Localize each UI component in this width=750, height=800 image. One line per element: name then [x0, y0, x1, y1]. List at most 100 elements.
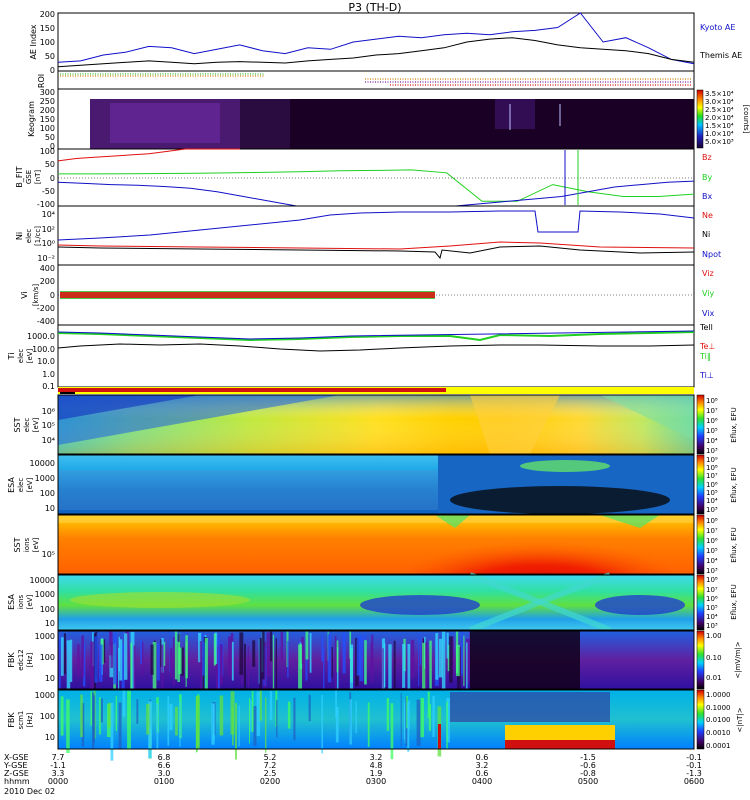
bfield-ylabel: B_FIT — [15, 166, 24, 187]
bfield-tick: 0 — [50, 174, 55, 183]
xaxis-hhmm-tick: 0600 — [684, 777, 704, 786]
keogram-tick: 50 — [45, 133, 55, 142]
xaxis-y-gse-value: 6.6 — [158, 761, 171, 770]
temperature-tick: 100.0 — [32, 345, 55, 354]
xaxis-x-gse-value: 3.2 — [370, 753, 383, 762]
fbk-scm-cb-tick: 0.0100 — [706, 716, 731, 724]
esa-elec-cb-tick: 10⁶ — [706, 481, 718, 489]
sst-elec-tick: 10⁴ — [42, 436, 55, 445]
panel-ae: AE Index 200 150 100 50 0 Kyoto AE Themi… — [29, 10, 742, 75]
density-legend-ni: Ni — [702, 230, 710, 239]
sst-ions-cb-tick: 10⁴ — [706, 557, 718, 565]
panel-fbk-edc: FBK edc12 [Hz] 1000 100 10 1.00 0.10 0.0… — [7, 630, 742, 701]
esa-ions-cb-tick: 10⁷ — [706, 586, 718, 594]
sst-ions-unit: [eV] — [32, 537, 40, 552]
esa-elec-cb-tick: 10⁵ — [706, 489, 718, 497]
sst-ions-cb-tick: 10³ — [706, 567, 718, 575]
ae-tick: 0 — [50, 66, 55, 75]
sst-ions-ylabel: SST — [13, 537, 22, 552]
fbk-edc-tick: 10 — [45, 674, 55, 683]
sst-ions-tick: 10⁵ — [42, 550, 55, 559]
temperature-legend-tell: Tell — [699, 323, 713, 332]
fbk-edc-cb-label: <|mV/m|> — [734, 641, 742, 678]
fbk-edc-tick: 1000 — [35, 632, 55, 641]
xaxis-hhmm-tick: 0300 — [366, 777, 386, 786]
sst-elec-ylabel: SST — [13, 417, 22, 432]
keogram-cb-tick: 2.0×10⁴ — [705, 114, 734, 122]
fbk-edc-cb-tick: 1.00 — [706, 632, 722, 640]
bfield-tick: 50 — [45, 160, 55, 169]
keogram-cb-tick: 2.5×10⁴ — [705, 106, 734, 114]
temperature-tick: 1000.0 — [27, 332, 55, 341]
temperature-unit: [eV] — [26, 348, 34, 363]
ae-themis-line — [57, 37, 695, 68]
fbk-scm-cb-tick: 0.0001 — [706, 742, 731, 750]
esa-ions-cb-tick: 10⁵ — [706, 604, 718, 612]
xaxis-row-label-z: Z-GSE — [4, 769, 29, 778]
xaxis-y-gse-value: 3.2 — [476, 761, 489, 770]
keogram-colorbar — [696, 89, 704, 149]
esa-ions-colorbar — [696, 574, 705, 631]
temperature-ylabel2: elec — [17, 349, 25, 364]
esa-ions-cb-tick: 10⁴ — [706, 613, 718, 621]
xaxis-date: 2010 Dec 02 — [4, 787, 55, 796]
sst-elec-cb-tick: 10³ — [706, 447, 718, 455]
sst-elec-colorbar — [696, 394, 705, 455]
esa-elec-unit: [eV] — [26, 477, 34, 492]
xaxis-x-gse-value: -1.5 — [580, 753, 596, 762]
fbk-edc-cb-tick: 0.10 — [706, 654, 722, 662]
xaxis-hhmm-tick: 0100 — [154, 777, 174, 786]
esa-ions-cb-tick: 10³ — [706, 622, 718, 630]
esa-ions-cb-tick: 10⁶ — [706, 595, 718, 603]
esa-elec-tick: 100 — [40, 489, 55, 498]
panel-temperature: Ti elec [eV] 1000.0 100.0 10.0 1.0 0.1 T… — [7, 323, 715, 391]
xaxis-x-gse-value: 6.8 — [158, 753, 171, 762]
ae-tick: 50 — [45, 52, 55, 61]
xaxis-row-label-x: X-GSE — [4, 753, 29, 762]
xaxis-y-gse-value: -0.1 — [686, 761, 702, 770]
sst-elec-cb-tick: 10⁷ — [706, 407, 718, 415]
sst-ions-cb-tick: 10⁶ — [706, 537, 718, 545]
esa-ions-tick: 1000 — [35, 590, 55, 599]
fbk-scm-tick: 10 — [45, 733, 55, 742]
fbk-scm-cb-tick: 0.1000 — [706, 704, 731, 712]
fbk-scm-cb-tick: 0.0010 — [706, 729, 731, 737]
bfield-tick: -100 — [37, 200, 55, 209]
velocity-legend-viy: Viy — [702, 289, 715, 298]
keogram-cb-tick: 3.5×10⁴ — [705, 90, 734, 98]
temperature-ylabel: Ti — [7, 353, 16, 361]
xaxis-z-gse-value: 3.3 — [52, 769, 65, 778]
keogram-cb-tick: 1.5×10⁴ — [705, 122, 734, 130]
sst-elec-cb-label: Eflux, EFU — [730, 407, 738, 442]
fbk-edc-ylabel: FBK — [7, 652, 16, 668]
bfield-unit: [nT] — [34, 170, 42, 184]
keogram-tick: 250 — [40, 97, 55, 106]
xaxis-row-label-y: Y-GSE — [3, 761, 27, 770]
panel-esa-elec: ESA elec [eV] 10000 1000 100 10 10⁹ 10⁸ … — [7, 454, 738, 515]
density-unit: [1/cc] — [34, 226, 42, 246]
esa-elec-colorbar — [696, 454, 705, 515]
panel-sst-elec: SST elec [eV] 10⁶ 10⁵ 10⁴ 10⁸ 10⁷ 10⁶ 10… — [13, 394, 738, 455]
fbk-scm-cb-label: <|nT|> — [736, 707, 744, 732]
temperature-tick: 10.0 — [37, 357, 55, 366]
panel-esa-ions: ESA ions [eV] 10000 1000 100 10 10⁸ 10⁷ … — [7, 572, 738, 633]
xaxis-y-gse-value: -0.6 — [580, 761, 596, 770]
esa-elec-tick: 10 — [45, 504, 55, 513]
keogram-tick: 100 — [40, 124, 55, 133]
fbk-scm-ylabel: FBK — [7, 712, 16, 728]
density-tick: 10² — [42, 225, 55, 234]
panel-roi: ROI — [37, 70, 695, 90]
sst-elec-tick: 10⁵ — [42, 421, 55, 430]
bfield-tick: -50 — [42, 187, 55, 196]
velocity-tick: -200 — [37, 304, 55, 313]
sst-elec-cb-tick: 10⁴ — [706, 437, 718, 445]
xaxis-y-gse-value: -1.1 — [50, 761, 66, 770]
fbk-edc-colorbar — [696, 630, 705, 690]
keogram-ylabel: Keogram — [27, 101, 36, 137]
esa-elec-tick: 10000 — [30, 459, 55, 468]
velocity-unit: [km/s] — [32, 284, 40, 307]
temperature-legend-tiperp: Ti⊥ — [699, 371, 714, 380]
esa-ions-ylabel2: ions — [17, 594, 25, 609]
xaxis-hhmm-tick: 0200 — [260, 777, 280, 786]
